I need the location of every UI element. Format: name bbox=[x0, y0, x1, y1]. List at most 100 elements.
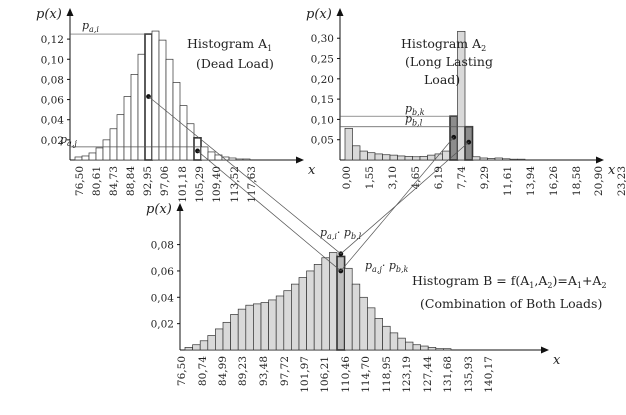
panel3-bar bbox=[260, 302, 269, 351]
panel3-bar bbox=[298, 277, 307, 351]
panel2-title: Histogram A2 bbox=[401, 36, 486, 53]
panel3-ylabel: p(x) bbox=[146, 202, 172, 217]
panel1-ref-label: pa,j bbox=[60, 133, 77, 148]
panel3-bar bbox=[253, 303, 262, 351]
connector-line bbox=[148, 96, 342, 255]
panel2-x-arrow-icon bbox=[596, 156, 604, 164]
panel2-bar bbox=[419, 155, 428, 161]
panel3-bar bbox=[184, 347, 193, 351]
panel1-bar bbox=[242, 158, 251, 161]
connector-line bbox=[340, 137, 455, 272]
panel1-bar bbox=[165, 58, 174, 161]
panel3-subtitle: (Combination of Both Loads) bbox=[420, 296, 602, 311]
panel3-bar bbox=[427, 347, 437, 351]
panel3-bar bbox=[435, 348, 444, 351]
panel3-title: Histogram B = f(A1,A2)=A1+A2 bbox=[412, 273, 607, 290]
panel3-bar bbox=[199, 340, 209, 351]
panel3-bar bbox=[268, 299, 277, 351]
panel1-ytick-label: 0,08 bbox=[41, 74, 64, 86]
panel1-bar bbox=[109, 128, 118, 161]
panel3-bar bbox=[412, 344, 421, 351]
panel2-xtick-label: 20,90 bbox=[593, 166, 605, 196]
panel1-xtick-label: 117,63 bbox=[246, 166, 258, 203]
panel3-annotation-right: pa,j· pb,k bbox=[365, 259, 409, 274]
panel2-bar bbox=[479, 157, 488, 161]
panel2-ytick-label: 0,25 bbox=[311, 54, 334, 66]
panel3-y-arrow-icon bbox=[176, 203, 184, 211]
panel2-ylabel: p(x) bbox=[306, 7, 332, 22]
panel1-title: Histogram A1 bbox=[187, 36, 272, 53]
panel1-bar bbox=[158, 39, 167, 161]
panel2-ytick-label: 0,30 bbox=[311, 33, 334, 45]
panel1-bar bbox=[74, 156, 83, 161]
panel3-bar bbox=[215, 328, 224, 351]
panel1-xtick-label: 92,95 bbox=[142, 166, 154, 196]
panel3-bar bbox=[222, 321, 231, 351]
panel1-subtitle: (Dead Load) bbox=[196, 56, 274, 71]
panel3-bar bbox=[374, 318, 383, 351]
panel2-ref-label: pb,k bbox=[405, 102, 425, 117]
panel1-bar bbox=[137, 53, 146, 161]
panel3-xtick-label: 80,74 bbox=[197, 356, 209, 386]
panel3-xtick-label: 89,23 bbox=[237, 356, 249, 386]
panel2-subtitle-1: (Long Lasting bbox=[405, 54, 493, 69]
panel3-xtick-label: 84,99 bbox=[217, 356, 229, 386]
panel1-xtick-label: 113,52 bbox=[229, 166, 241, 203]
panel2-bar bbox=[517, 158, 526, 161]
panel2-bar bbox=[397, 155, 406, 161]
panel2-xtick-label: 4,65 bbox=[410, 166, 422, 189]
panel1-xtick-label: 101,18 bbox=[177, 166, 189, 203]
panel3-bar bbox=[275, 295, 285, 351]
panel2-xtick-label: 7,74 bbox=[456, 166, 468, 190]
panel2-xtick-label: 1,55 bbox=[364, 166, 376, 189]
panel3-ytick-label: 0,02 bbox=[151, 319, 174, 331]
panel3-xtick-label: 93,48 bbox=[258, 356, 270, 386]
panel3-bar bbox=[405, 341, 414, 351]
panel3-xtick-label: 140,17 bbox=[483, 356, 495, 393]
panel3-xtick-label: 118,95 bbox=[381, 356, 393, 393]
panel3-bar bbox=[443, 348, 452, 351]
panel2-bar bbox=[427, 154, 436, 161]
panel3-xtick-label: 97,72 bbox=[279, 356, 291, 386]
panel3-xtick-label: 135,93 bbox=[463, 356, 475, 393]
panel3-xtick-label: 127,44 bbox=[422, 356, 434, 393]
panel3-bar bbox=[283, 290, 292, 351]
panel1-ytick-label: 0,02 bbox=[41, 135, 64, 147]
panel2-bar bbox=[389, 154, 398, 161]
panel3-xtick-label: 110,46 bbox=[340, 356, 352, 393]
panel3-annotation-top: pa,i· pb,l bbox=[320, 226, 362, 241]
panel2-bar bbox=[487, 158, 496, 161]
panel3-bar bbox=[291, 283, 300, 351]
panel2-ytick-label: 0,20 bbox=[311, 74, 334, 86]
panel1-bar bbox=[200, 146, 209, 161]
panel2-xtick-label: 18,58 bbox=[571, 166, 583, 196]
panel1-xtick-label: 109,40 bbox=[211, 166, 223, 203]
panel2-bar bbox=[352, 145, 361, 161]
panel1-xtick-label: 105,29 bbox=[194, 166, 206, 203]
panel2-bar bbox=[404, 155, 413, 161]
panel3-xtick-label: 76,50 bbox=[176, 356, 188, 386]
panel1-ytick-label: 0,12 bbox=[41, 34, 64, 46]
panel3-bar bbox=[367, 307, 376, 351]
panel3-bar bbox=[389, 332, 399, 351]
panel2-bar bbox=[442, 150, 451, 161]
panel1-bar bbox=[95, 147, 104, 161]
panel1-ytick-label: 0,10 bbox=[41, 54, 64, 66]
panel2-xtick-label: 0,00 bbox=[341, 166, 353, 189]
panel3-ytick-label: 0,06 bbox=[151, 266, 175, 278]
panel2-y-arrow-icon bbox=[336, 8, 344, 16]
panel2-ref-label: pb,l bbox=[405, 113, 423, 128]
panel1-bar bbox=[88, 152, 97, 161]
panel1-xlabel: x bbox=[308, 163, 316, 178]
panel1-x-arrow-icon bbox=[296, 156, 304, 164]
panel2-bar bbox=[374, 153, 383, 161]
panel1-ytick-label: 0,04 bbox=[41, 115, 65, 127]
panel2-bar bbox=[472, 156, 481, 161]
panel3-x-arrow-icon bbox=[541, 346, 549, 354]
panel3-xlabel: x bbox=[553, 353, 561, 368]
panel2-ytick-label: 0,15 bbox=[311, 94, 334, 106]
panel1-xtick-label: 84,73 bbox=[108, 166, 120, 196]
panel3-bar bbox=[245, 304, 254, 351]
panel3-bar bbox=[351, 283, 361, 351]
